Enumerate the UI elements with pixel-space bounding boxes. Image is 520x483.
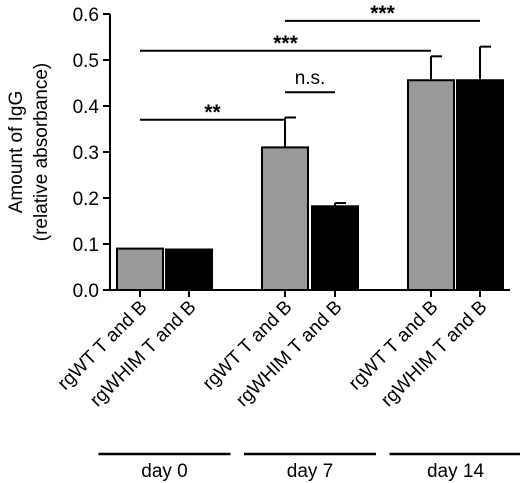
y-axis: 0.0 0.1 0.2 0.3 0.4 0.5 0.6	[73, 5, 111, 302]
y-tick-label: 0.6	[73, 5, 99, 26]
y-axis-title: Amount of IgG (relative absorbance)	[6, 63, 52, 241]
bar-1	[116, 247, 164, 292]
bar-5	[407, 79, 455, 291]
bar-2	[165, 248, 213, 292]
y-tick-label: 0.5	[73, 51, 99, 72]
bar-6	[456, 79, 504, 291]
group-label: day 14	[427, 461, 484, 482]
significance-label: **	[204, 101, 221, 124]
y-tick-label: 0.3	[73, 143, 99, 164]
significance-label: ***	[273, 32, 298, 55]
bars	[116, 45, 504, 292]
bar-4	[311, 205, 359, 291]
group-labels: day 0 day 7 day 14	[98, 452, 520, 482]
significance-label: ***	[370, 2, 395, 25]
y-axis-title-line-2: (relative absorbance)	[31, 63, 52, 241]
y-axis-title-line-1: Amount of IgG	[6, 91, 27, 214]
significance-label: n.s.	[295, 68, 326, 89]
bar-3	[261, 146, 309, 291]
group-label: day 7	[287, 461, 333, 482]
significance-annotations: ** n.s. *** ***	[140, 2, 480, 124]
y-tick-label: 0.0	[73, 281, 99, 302]
group-label: day 0	[141, 461, 187, 482]
y-tick-label: 0.4	[73, 97, 100, 118]
y-tick-label: 0.2	[73, 189, 99, 210]
y-tick-label: 0.1	[73, 235, 99, 256]
